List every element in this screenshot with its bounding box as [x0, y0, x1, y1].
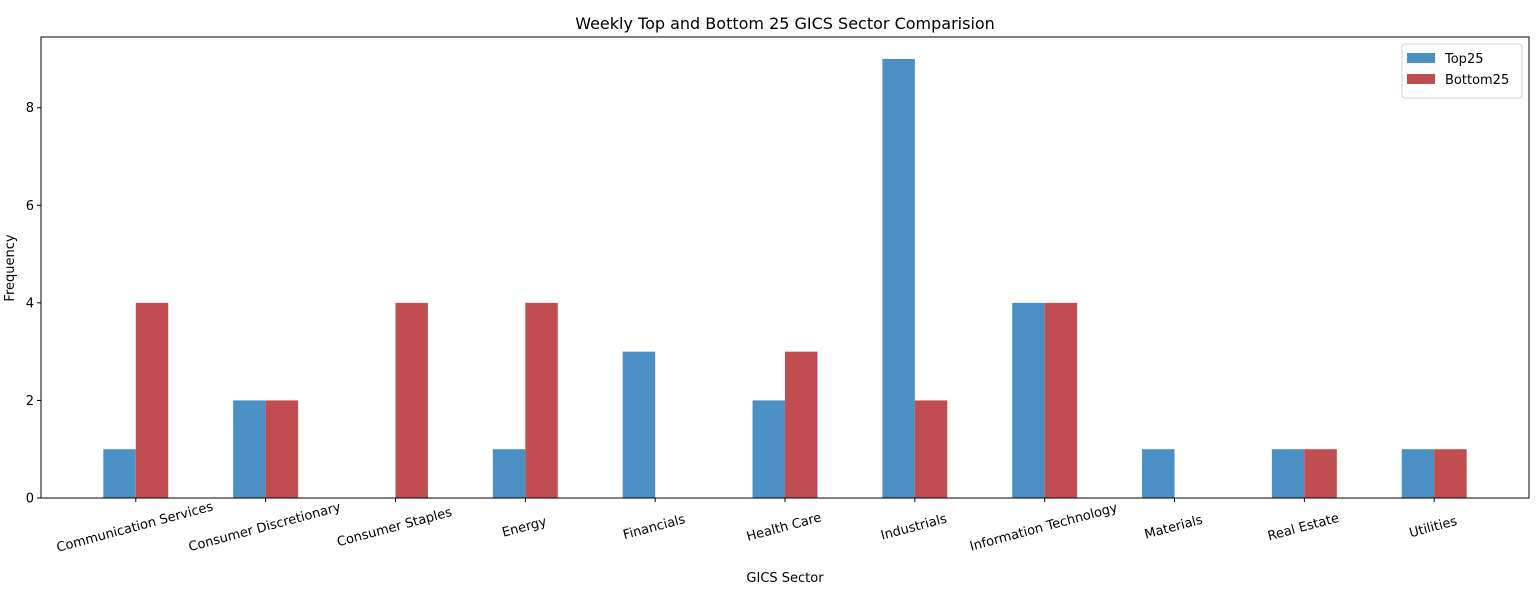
y-tick-label: 4 [26, 296, 34, 311]
y-axis-label: Frequency [3, 234, 18, 301]
bar-top25-2 [233, 400, 266, 498]
bar-bottom25-11 [1434, 449, 1467, 498]
x-tick-label: Consumer Staples [335, 505, 453, 550]
x-tick-label: Real Estate [1266, 511, 1341, 544]
bar-top25-5 [622, 351, 656, 498]
y-tick-label: 6 [26, 199, 34, 214]
legend-label-top25: Top25 [1444, 52, 1483, 67]
bar-top25-10 [1271, 449, 1305, 498]
bar-bottom25-8 [1044, 302, 1078, 498]
legend-swatch-top25 [1407, 53, 1435, 63]
bar-bottom25-6 [785, 351, 818, 498]
bar-top25-8 [1012, 302, 1045, 498]
legend: Top25 Bottom25 [1401, 43, 1523, 99]
bar-bottom25-10 [1304, 449, 1337, 498]
bar-bottom25-1 [135, 302, 169, 498]
bar-top25-7 [882, 58, 915, 498]
x-tick-label: Financials [622, 512, 688, 543]
bar-top25-11 [1401, 449, 1435, 498]
y-tick-label: 0 [26, 492, 34, 507]
bar-top25-4 [492, 449, 526, 498]
x-axis-label: GICS Sector [746, 571, 824, 586]
x-tick-label: Health Care [745, 510, 823, 544]
chart-title: Weekly Top and Bottom 25 GICS Sector Com… [575, 14, 995, 33]
x-tick-label: Utilities [1408, 514, 1459, 541]
x-tick-label: Materials [1143, 513, 1205, 543]
bar-bottom25-2 [265, 400, 299, 498]
y-tick-label: 2 [26, 394, 34, 409]
x-tick-label: Information Technology [968, 501, 1119, 555]
bar-bottom25-3 [395, 302, 428, 498]
legend-swatch-bottom25 [1407, 74, 1435, 84]
bar-top25-9 [1142, 449, 1175, 498]
x-tick-label: Industrials [879, 512, 949, 544]
legend-label-bottom25: Bottom25 [1445, 73, 1509, 88]
x-tick-label: Energy [500, 514, 548, 540]
bar-top25-1 [103, 449, 136, 498]
bar-bottom25-4 [525, 302, 558, 498]
bar-top25-6 [752, 400, 785, 498]
y-tick-label: 8 [26, 101, 34, 116]
bar-bottom25-7 [914, 400, 948, 498]
